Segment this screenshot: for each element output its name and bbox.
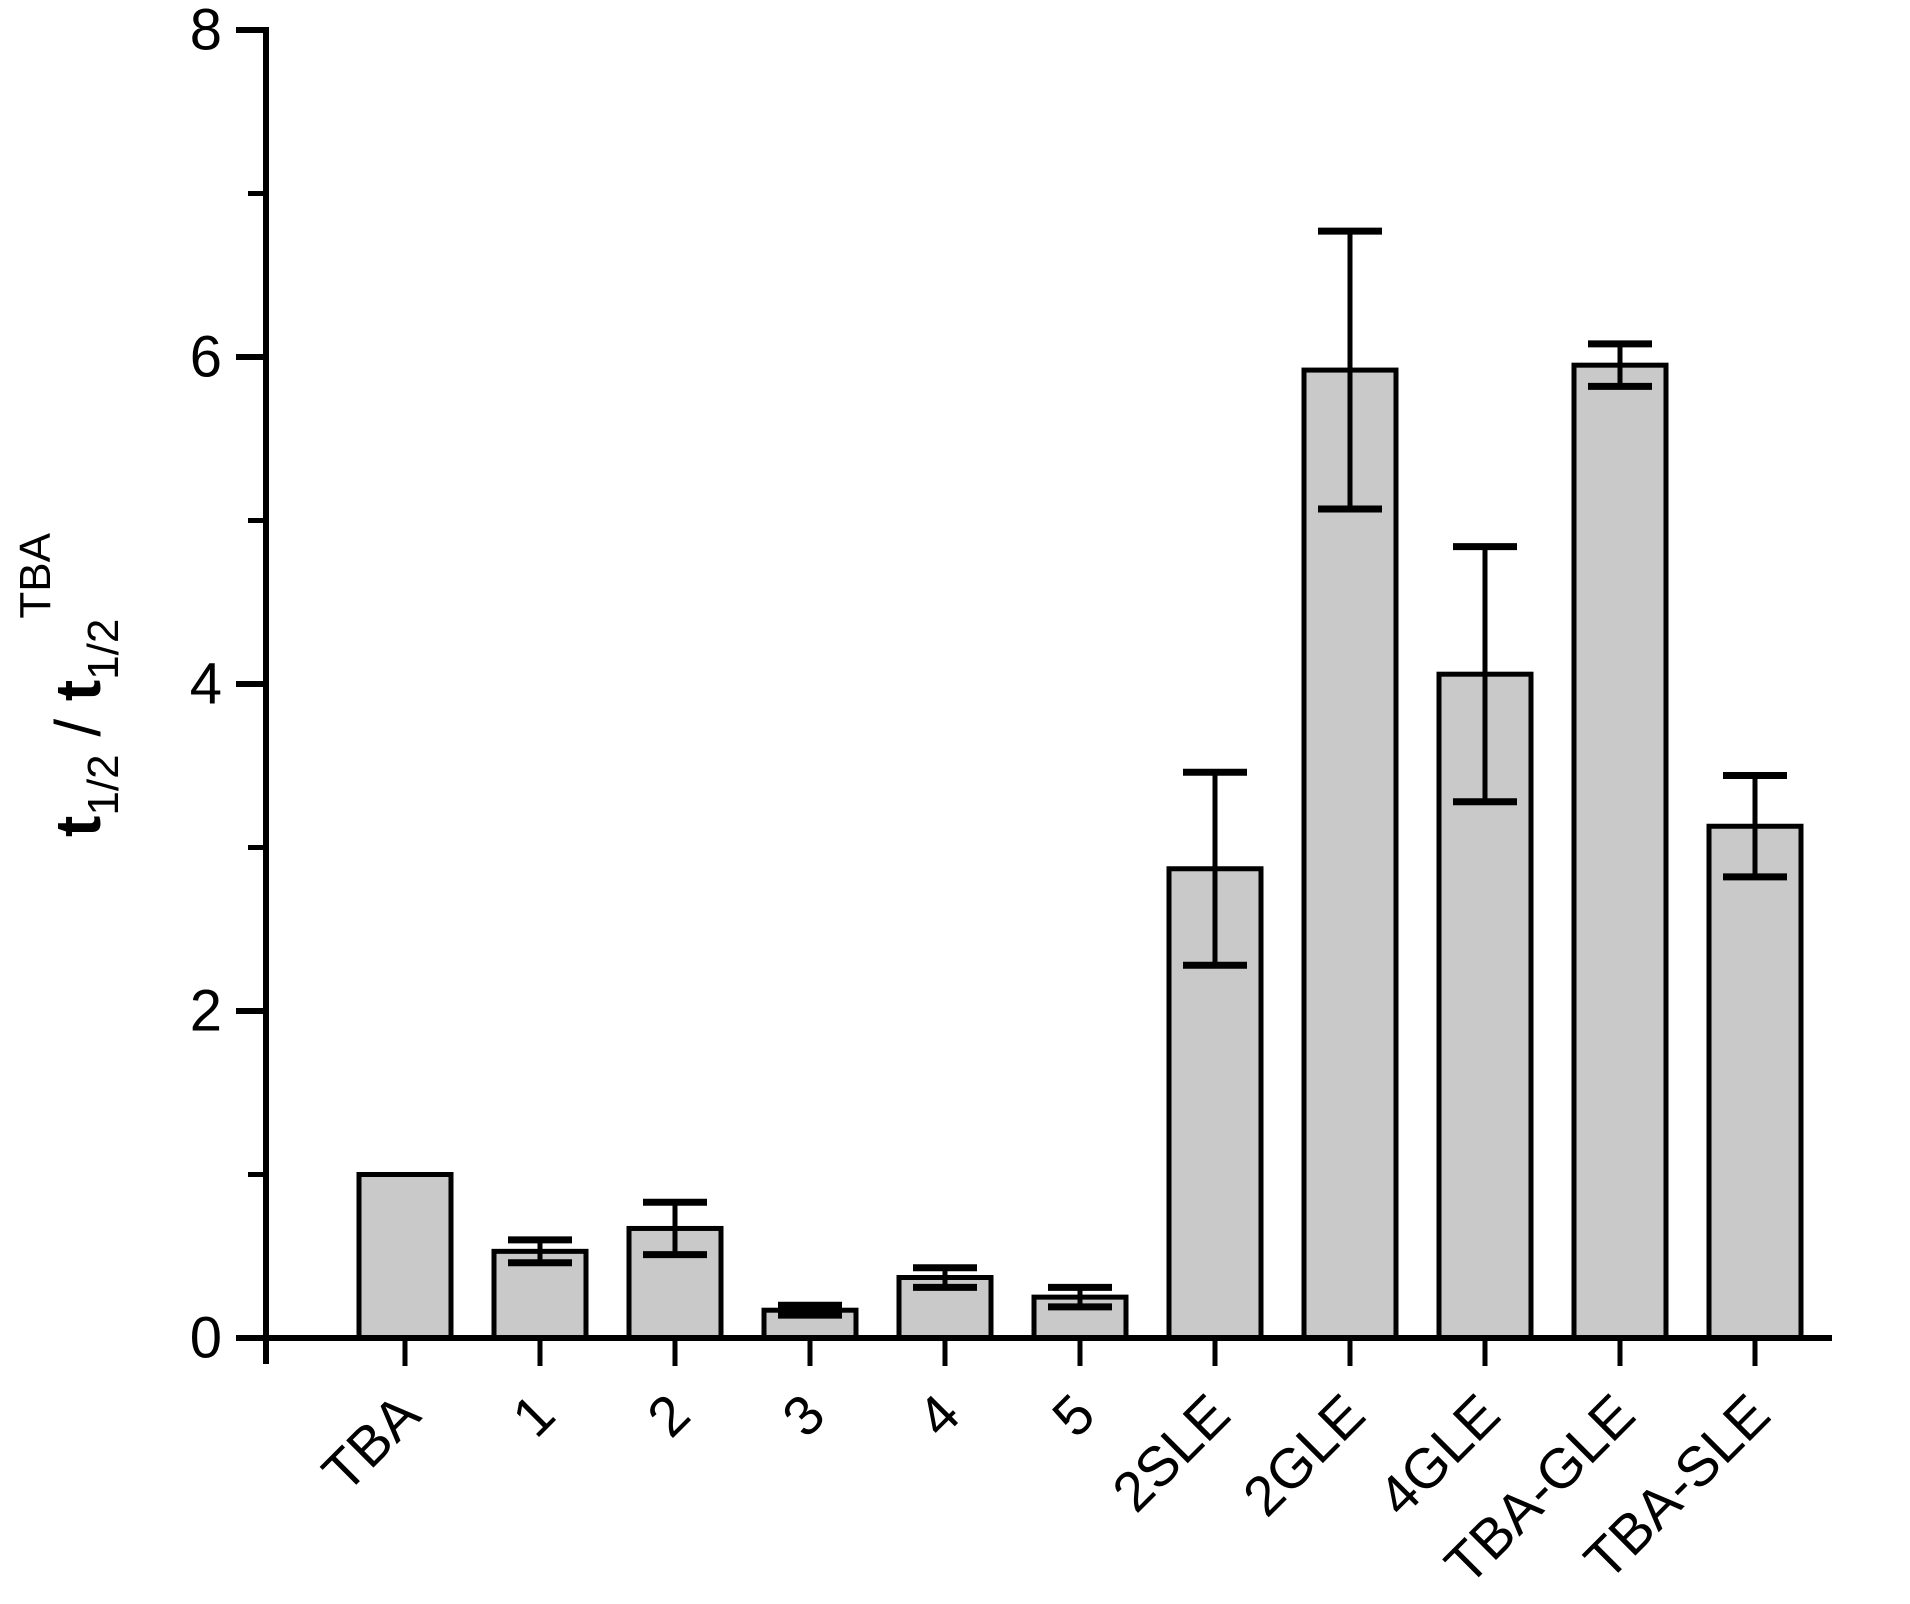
- y-tick-label-4: 4: [190, 652, 222, 717]
- y-axis-title-segment: TBA: [11, 532, 60, 618]
- bar-TBA-GLE: [1571, 362, 1669, 1341]
- y-axis-title-segment: 1/2: [79, 619, 128, 680]
- y-tick-label-0: 0: [190, 1306, 222, 1371]
- bar-TBA: [356, 1172, 454, 1341]
- y-tick-label-8: 8: [190, 0, 222, 63]
- y-axis-title-segment: /: [42, 701, 114, 754]
- y-axis-title-segment: t: [42, 680, 114, 701]
- bar-2GLE: [1301, 367, 1399, 1341]
- y-axis-title: t1/2 / t1/2TBA: [11, 532, 128, 837]
- y-tick-label-2: 2: [190, 979, 222, 1044]
- y-tick-label-6: 6: [190, 325, 222, 390]
- bar-TBA-SLE: [1706, 823, 1804, 1341]
- y-axis-title-segment: t: [42, 816, 114, 837]
- y-axis-title-segment: 1/2: [79, 754, 128, 815]
